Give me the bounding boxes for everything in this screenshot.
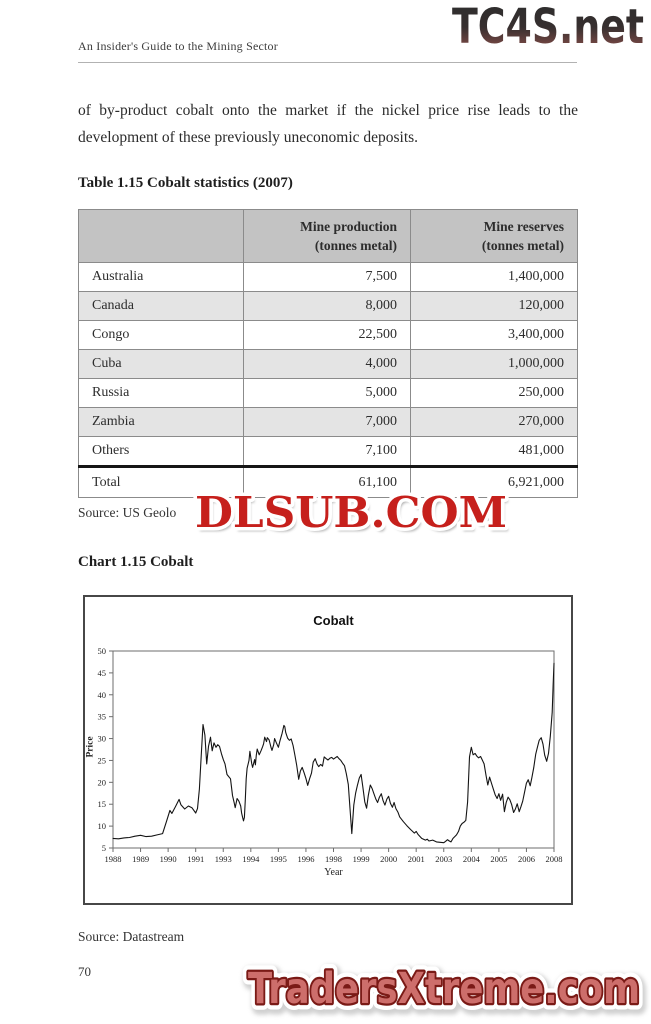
table-caption: Table 1.15 Cobalt statistics (2007)	[78, 175, 293, 191]
header-divider	[78, 62, 577, 63]
svg-text:5: 5	[102, 843, 106, 853]
svg-text:2006: 2006	[518, 854, 535, 864]
svg-text:2005: 2005	[490, 854, 507, 864]
paragraph-line-1: of by-product cobalt onto the market if …	[78, 102, 578, 119]
body-paragraph: of by-product cobalt onto the market if …	[78, 97, 578, 151]
svg-text:35: 35	[98, 712, 107, 722]
svg-text:2004: 2004	[463, 854, 481, 864]
svg-text:2001: 2001	[408, 854, 425, 864]
svg-text:20: 20	[98, 777, 107, 787]
tradersxtreme-watermark-shadow: TradersXtreme.com	[250, 967, 642, 1017]
table-row: Congo 22,500 3,400,000	[78, 320, 578, 350]
chart-title: Cobalt	[313, 613, 354, 628]
table-header-row: Mine production (tonnes metal) Mine rese…	[78, 209, 578, 263]
table-row: Australia 7,500 1,400,000	[78, 262, 578, 292]
header-mine-reserves: Mine reserves (tonnes metal)	[410, 209, 578, 263]
x-axis-label: Year	[324, 867, 343, 878]
table-source: Source: US Geolo	[78, 505, 177, 520]
svg-text:1989: 1989	[132, 854, 149, 864]
tc4s-watermark-text: TC4S.net	[452, 0, 644, 54]
svg-text:1990: 1990	[160, 854, 177, 864]
svg-text:30: 30	[98, 734, 107, 744]
svg-text:1994: 1994	[242, 854, 260, 864]
table-total-row: Total 61,100 6,921,000	[78, 465, 578, 498]
table-row: Canada 8,000 120,000	[78, 291, 578, 321]
svg-text:15: 15	[98, 799, 107, 809]
svg-text:1998: 1998	[325, 854, 342, 864]
svg-text:1988: 1988	[105, 854, 122, 864]
table-row: Zambia 7,000 270,000	[78, 407, 578, 437]
dlsub-watermark: DLSUB.COM DLSUB.COM	[192, 485, 511, 541]
dlsub-watermark-shadow: DLSUB.COM	[198, 492, 510, 541]
svg-text:45: 45	[98, 668, 107, 678]
y-axis-label: Price	[85, 736, 96, 758]
svg-text:10: 10	[98, 821, 107, 831]
header-mine-production: Mine production (tonnes metal)	[243, 209, 411, 263]
table-row: Others 7,100 481,000	[78, 436, 578, 467]
svg-text:2008: 2008	[546, 854, 563, 864]
svg-text:2000: 2000	[380, 854, 397, 864]
paragraph-line-2: development of these previously uneconom…	[78, 129, 419, 146]
svg-text:1993: 1993	[215, 854, 232, 864]
tradersxtreme-watermark-glow: TradersXtreme.com	[248, 964, 640, 1014]
cobalt-statistics-table: Mine production (tonnes metal) Mine rese…	[78, 209, 578, 498]
chart-frame: Cobalt Price Year 5 10 15 20 25 30 35 40 45 50 198…	[83, 595, 573, 905]
svg-text:50: 50	[98, 646, 107, 656]
chart-source: Source: Datastream	[78, 929, 185, 944]
page-number: 70	[78, 964, 91, 979]
tc4s-watermark: TC4S.net	[452, 0, 644, 54]
header-empty-cell	[78, 209, 244, 263]
table-row: Russia 5,000 250,000	[78, 378, 578, 408]
tradersxtreme-watermark-text: TradersXtreme.com	[248, 964, 640, 1014]
table-row: Cuba 4,000 1,000,000	[78, 349, 578, 379]
tradersxtreme-watermark: TradersXtreme.com TradersXtreme.com Trad…	[242, 958, 651, 1023]
svg-text:25: 25	[98, 755, 107, 765]
chart-caption: Chart 1.15 Cobalt	[78, 554, 194, 570]
svg-text:1999: 1999	[353, 854, 370, 864]
cobalt-price-chart: 5 10 15 20 25 30 35 40 45 50 1988 1989 1990 1991 1993 1…	[98, 646, 563, 864]
running-head: An Insider's Guide to the Mining Sector	[78, 39, 278, 53]
svg-text:40: 40	[98, 690, 107, 700]
svg-text:1991: 1991	[187, 854, 204, 864]
dlsub-watermark-text: DLSUB.COM	[195, 488, 507, 537]
svg-text:1996: 1996	[297, 854, 314, 864]
svg-text:1995: 1995	[270, 854, 287, 864]
svg-text:2003: 2003	[435, 854, 452, 864]
